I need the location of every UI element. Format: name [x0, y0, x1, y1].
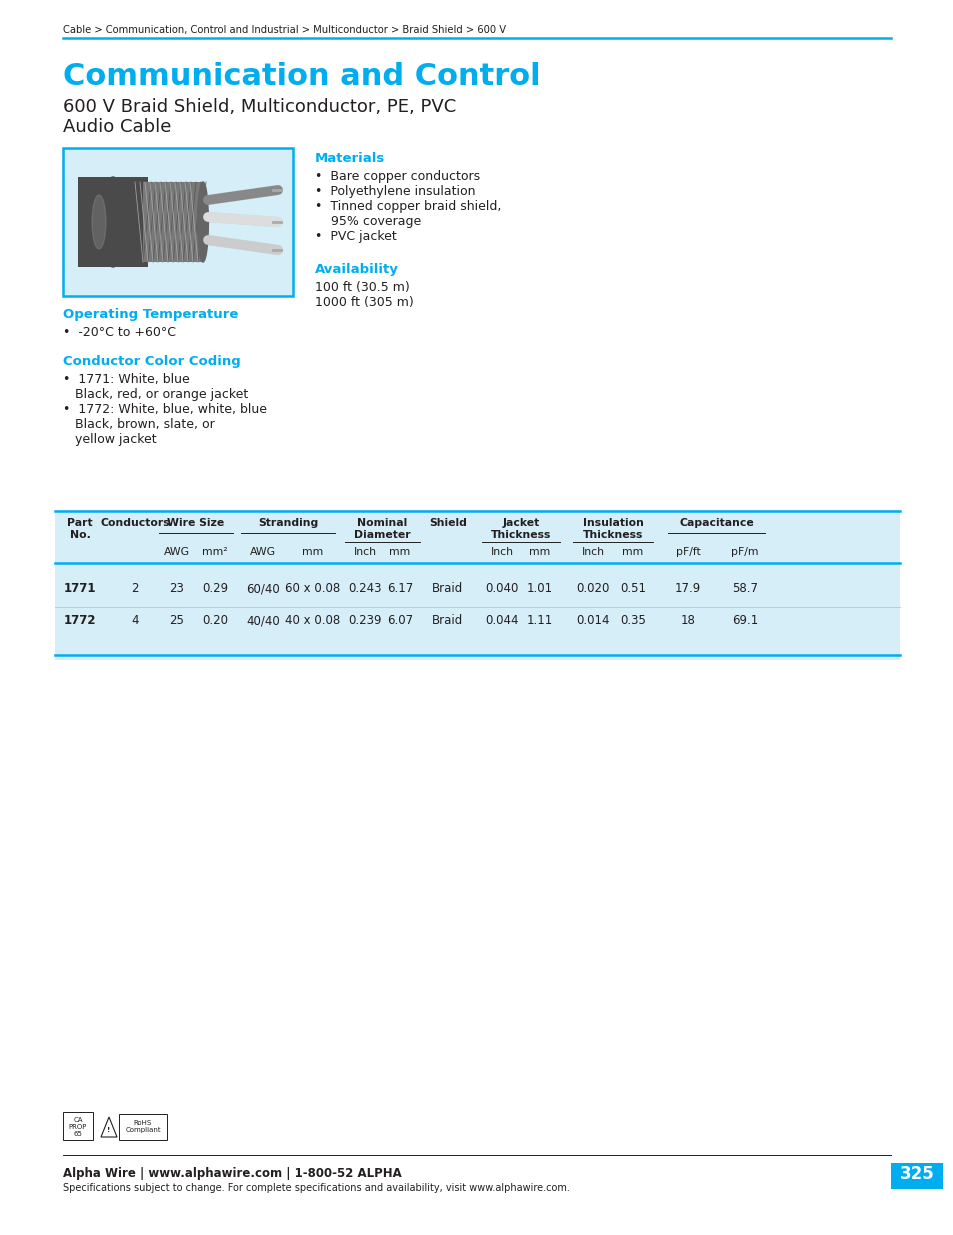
Text: 23: 23	[170, 582, 184, 595]
Text: 4: 4	[132, 614, 138, 627]
Bar	[119, 1114, 167, 1140]
Text: 1000 ft (305 m): 1000 ft (305 m)	[314, 296, 414, 309]
Text: mm: mm	[389, 547, 410, 557]
Text: 1771: 1771	[64, 582, 96, 595]
Ellipse shape	[101, 177, 125, 267]
Text: 1.11: 1.11	[526, 614, 553, 627]
Text: AWG: AWG	[164, 547, 190, 557]
Text: •  Polyethylene insulation: • Polyethylene insulation	[314, 185, 475, 198]
Text: Black, red, or orange jacket: Black, red, or orange jacket	[63, 388, 248, 401]
Text: Cable > Communication, Control and Industrial > Multiconductor > Braid Shield > : Cable > Communication, Control and Indus…	[63, 25, 506, 35]
Text: Stranding: Stranding	[257, 517, 317, 529]
Bar	[63, 148, 293, 296]
Text: 1.01: 1.01	[526, 582, 553, 595]
Text: Inch: Inch	[490, 547, 513, 557]
Text: 0.044: 0.044	[485, 614, 518, 627]
Bar	[63, 1112, 92, 1140]
Text: CA
PROP
65: CA PROP 65	[69, 1116, 87, 1137]
Text: pF/m: pF/m	[731, 547, 758, 557]
Text: Capacitance: Capacitance	[679, 517, 753, 529]
Text: Black, brown, slate, or: Black, brown, slate, or	[63, 417, 214, 431]
Text: !: !	[108, 1128, 111, 1132]
Text: 1772: 1772	[64, 614, 96, 627]
Text: 69.1: 69.1	[731, 614, 758, 627]
Bar	[890, 1163, 942, 1189]
Text: yellow jacket: yellow jacket	[63, 433, 156, 446]
Text: Wire Size: Wire Size	[167, 517, 224, 529]
Text: 2: 2	[132, 582, 138, 595]
Text: Conductor Color Coding: Conductor Color Coding	[63, 354, 240, 368]
Text: 0.014: 0.014	[576, 614, 609, 627]
Text: Specifications subject to change. For complete specifications and availability, : Specifications subject to change. For co…	[63, 1183, 569, 1193]
Text: Communication and Control: Communication and Control	[63, 62, 540, 91]
Text: Braid: Braid	[432, 582, 463, 595]
Text: •  Bare copper conductors: • Bare copper conductors	[314, 170, 479, 183]
Text: 25: 25	[170, 614, 184, 627]
Text: 60/40: 60/40	[246, 582, 279, 595]
Text: 100 ft (30.5 m): 100 ft (30.5 m)	[314, 282, 410, 294]
Text: 60 x 0.08: 60 x 0.08	[285, 582, 340, 595]
Ellipse shape	[197, 182, 208, 262]
Text: Materials: Materials	[314, 152, 385, 165]
Text: Inch: Inch	[581, 547, 604, 557]
Polygon shape	[101, 1116, 117, 1137]
Text: 0.020: 0.020	[576, 582, 609, 595]
Bar	[143, 182, 203, 262]
Text: Insulation
Thickness: Insulation Thickness	[582, 517, 642, 540]
Text: 40 x 0.08: 40 x 0.08	[285, 614, 340, 627]
Text: Availability: Availability	[314, 263, 398, 275]
Text: mm: mm	[621, 547, 643, 557]
Text: Shield: Shield	[429, 517, 466, 529]
Text: 0.20: 0.20	[202, 614, 228, 627]
Text: Operating Temperature: Operating Temperature	[63, 308, 238, 321]
Text: 0.239: 0.239	[348, 614, 381, 627]
Text: 600 V Braid Shield, Multiconductor, PE, PVC: 600 V Braid Shield, Multiconductor, PE, …	[63, 98, 456, 116]
Text: mm: mm	[529, 547, 550, 557]
Text: RoHS
Compliant: RoHS Compliant	[125, 1120, 161, 1132]
Text: 6.07: 6.07	[387, 614, 413, 627]
Text: 0.51: 0.51	[619, 582, 645, 595]
Text: Braid: Braid	[432, 614, 463, 627]
Text: 0.35: 0.35	[619, 614, 645, 627]
Text: •  1771: White, blue: • 1771: White, blue	[63, 373, 190, 387]
Bar	[78, 177, 148, 267]
Ellipse shape	[91, 195, 106, 249]
Text: 0.040: 0.040	[485, 582, 518, 595]
Text: Inch: Inch	[354, 547, 376, 557]
Text: mm: mm	[302, 547, 323, 557]
Text: Alpha Wire | www.alphawire.com | 1-800-52 ALPHA: Alpha Wire | www.alphawire.com | 1-800-5…	[63, 1167, 401, 1179]
Text: •  Tinned copper braid shield,: • Tinned copper braid shield,	[314, 200, 501, 212]
Bar	[55, 510, 899, 659]
Text: pF/ft: pF/ft	[675, 547, 700, 557]
Text: 95% coverage: 95% coverage	[314, 215, 421, 228]
Text: Nominal
Diameter: Nominal Diameter	[354, 517, 411, 540]
Text: 0.29: 0.29	[202, 582, 228, 595]
Text: Part
No.: Part No.	[67, 517, 92, 540]
Text: 6.17: 6.17	[387, 582, 413, 595]
Text: mm²: mm²	[202, 547, 228, 557]
Text: 0.243: 0.243	[348, 582, 381, 595]
Text: 17.9: 17.9	[674, 582, 700, 595]
Text: Conductors: Conductors	[100, 517, 170, 529]
Text: 325: 325	[899, 1165, 933, 1183]
Text: 40/40: 40/40	[246, 614, 279, 627]
Text: 18: 18	[679, 614, 695, 627]
Text: •  PVC jacket: • PVC jacket	[314, 230, 396, 243]
Text: •  1772: White, blue, white, blue: • 1772: White, blue, white, blue	[63, 403, 267, 416]
Text: 58.7: 58.7	[731, 582, 758, 595]
Text: •  -20°C to +60°C: • -20°C to +60°C	[63, 326, 175, 338]
Text: Jacket
Thickness: Jacket Thickness	[490, 517, 551, 540]
Text: Audio Cable: Audio Cable	[63, 119, 172, 136]
Text: AWG: AWG	[250, 547, 275, 557]
